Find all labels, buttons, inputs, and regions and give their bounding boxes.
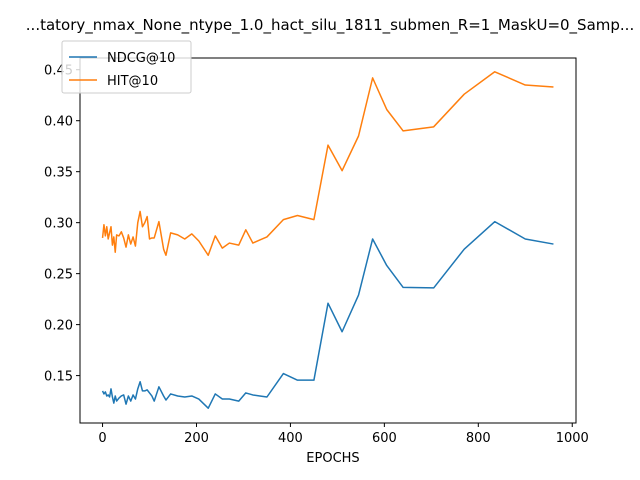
x-tick-label: 800 xyxy=(466,431,491,446)
y-tick-label: 0.35 xyxy=(44,166,73,181)
x-tick-label: 400 xyxy=(278,431,303,446)
y-tick-label: 0.20 xyxy=(44,319,73,334)
series-line-hit-10 xyxy=(101,71,554,257)
y-tick-label: 0.15 xyxy=(44,370,73,385)
plot-area xyxy=(101,71,554,409)
legend-label: NDCG@10 xyxy=(107,51,175,66)
x-tick-label: 1000 xyxy=(556,431,589,446)
x-axis: 0 200 400 600 800 1000 xyxy=(98,423,589,446)
y-tick-label: 0.30 xyxy=(44,217,73,232)
y-axis: 0.150.200.250.300.350.400.45 xyxy=(44,64,80,385)
x-tick-label: 200 xyxy=(184,431,209,446)
y-tick-label: 0.25 xyxy=(44,268,73,283)
chart-title: ...tatory_nmax_None_ntype_1.0_hact_silu_… xyxy=(26,16,634,35)
legend-label: HIT@10 xyxy=(107,74,158,89)
x-axis-label: EPOCHS xyxy=(306,451,359,466)
plot-frame xyxy=(79,57,577,424)
series-line-ndcg-10 xyxy=(101,220,554,409)
y-tick-label: 0.40 xyxy=(44,115,73,130)
x-tick-label: 0 xyxy=(98,431,106,446)
legend: NDCG@10 HIT@10 xyxy=(61,40,192,94)
x-tick-label: 600 xyxy=(372,431,397,446)
